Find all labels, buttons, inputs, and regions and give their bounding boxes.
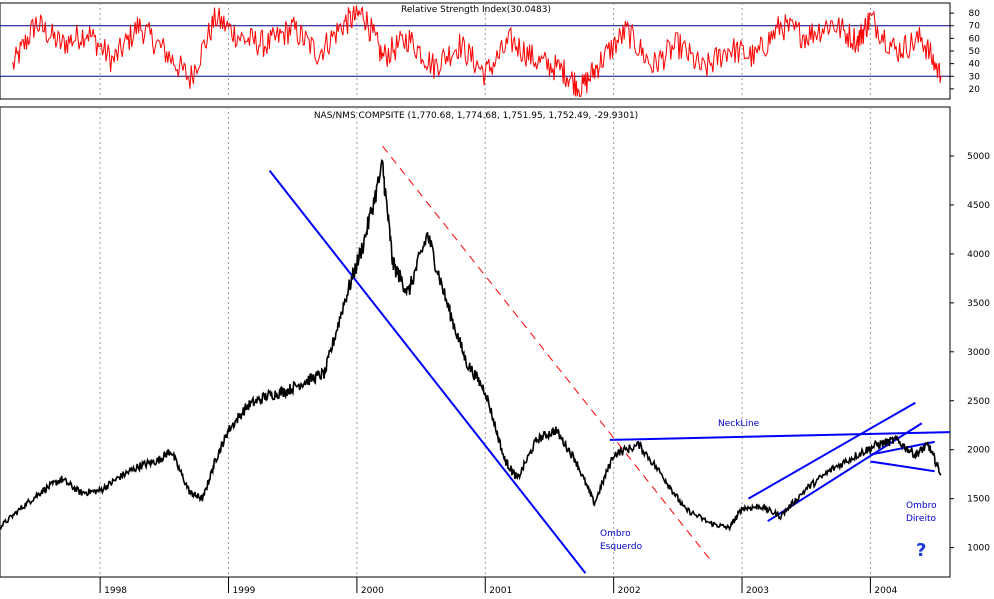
x-tick-label: 2003 — [746, 586, 769, 595]
rsi-reference-lines — [0, 25, 950, 77]
rsi-line — [12, 5, 942, 97]
right-shoulder-label-line1: Ombro — [906, 501, 937, 511]
price-ytick-label: 3500 — [967, 299, 990, 309]
price-y-axis: 1000 1500 2000 2500 3000 3500 4000 4500 5000 — [950, 152, 990, 554]
price-line — [0, 158, 942, 532]
rsi-ytick-label: 80 — [969, 9, 981, 19]
x-tick-label: 2004 — [874, 586, 897, 595]
neckline-label: NeckLine — [718, 419, 760, 429]
rsi-ytick-label: 60 — [969, 34, 981, 44]
trendline-downtrend-resistance — [382, 145, 711, 560]
right-shoulder-label-line2: Direito — [906, 514, 936, 524]
trendline-right-shoulder-bottom — [870, 460, 935, 473]
rsi-ytick-label: 50 — [969, 47, 981, 57]
price-ytick-label: 1000 — [967, 544, 990, 554]
rsi-ytick-label: 70 — [969, 22, 981, 32]
left-shoulder-label-line2: Esquerdo — [600, 542, 643, 552]
price-ytick-label: 2500 — [967, 397, 990, 407]
trendline-downtrend-support — [268, 170, 587, 574]
rsi-title: Relative Strength Index(30.0483) — [401, 5, 551, 15]
question-mark: ? — [916, 540, 926, 561]
x-tick-label: 2001 — [489, 586, 512, 595]
price-ytick-label: 1500 — [967, 495, 990, 505]
price-ytick-label: 3000 — [967, 348, 990, 358]
price-ytick-label: 5000 — [967, 152, 990, 162]
x-tick-label: 1999 — [233, 586, 256, 595]
price-grid — [99, 107, 871, 577]
trendline-neckline — [609, 431, 951, 441]
price-title: NAS/NMS COMPSITE (1,770.68, 1,774.68, 1,… — [314, 111, 638, 121]
rsi-ytick-label: 20 — [969, 85, 981, 95]
rsi-panel — [0, 2, 951, 100]
x-tick-label: 2000 — [361, 586, 384, 595]
rsi-y-axis: 20 30 40 50 60 70 80 — [950, 9, 980, 95]
rsi-ytick-label: 40 — [969, 60, 981, 70]
x-tick-label: 1998 — [104, 586, 127, 595]
rsi-ytick-label: 30 — [969, 72, 981, 82]
price-ytick-label: 4000 — [967, 250, 990, 260]
price-panel — [0, 106, 951, 578]
x-axis: 1998 1999 2000 2001 2002 2003 2004 — [0, 576, 950, 596]
rsi-grid — [99, 3, 871, 99]
x-tick-label: 2002 — [618, 586, 641, 595]
price-ytick-label: 2000 — [967, 446, 990, 456]
left-shoulder-label-line1: Ombro — [600, 529, 631, 539]
trendline-channel-upper — [747, 401, 916, 500]
price-ytick-label: 4500 — [967, 201, 990, 211]
